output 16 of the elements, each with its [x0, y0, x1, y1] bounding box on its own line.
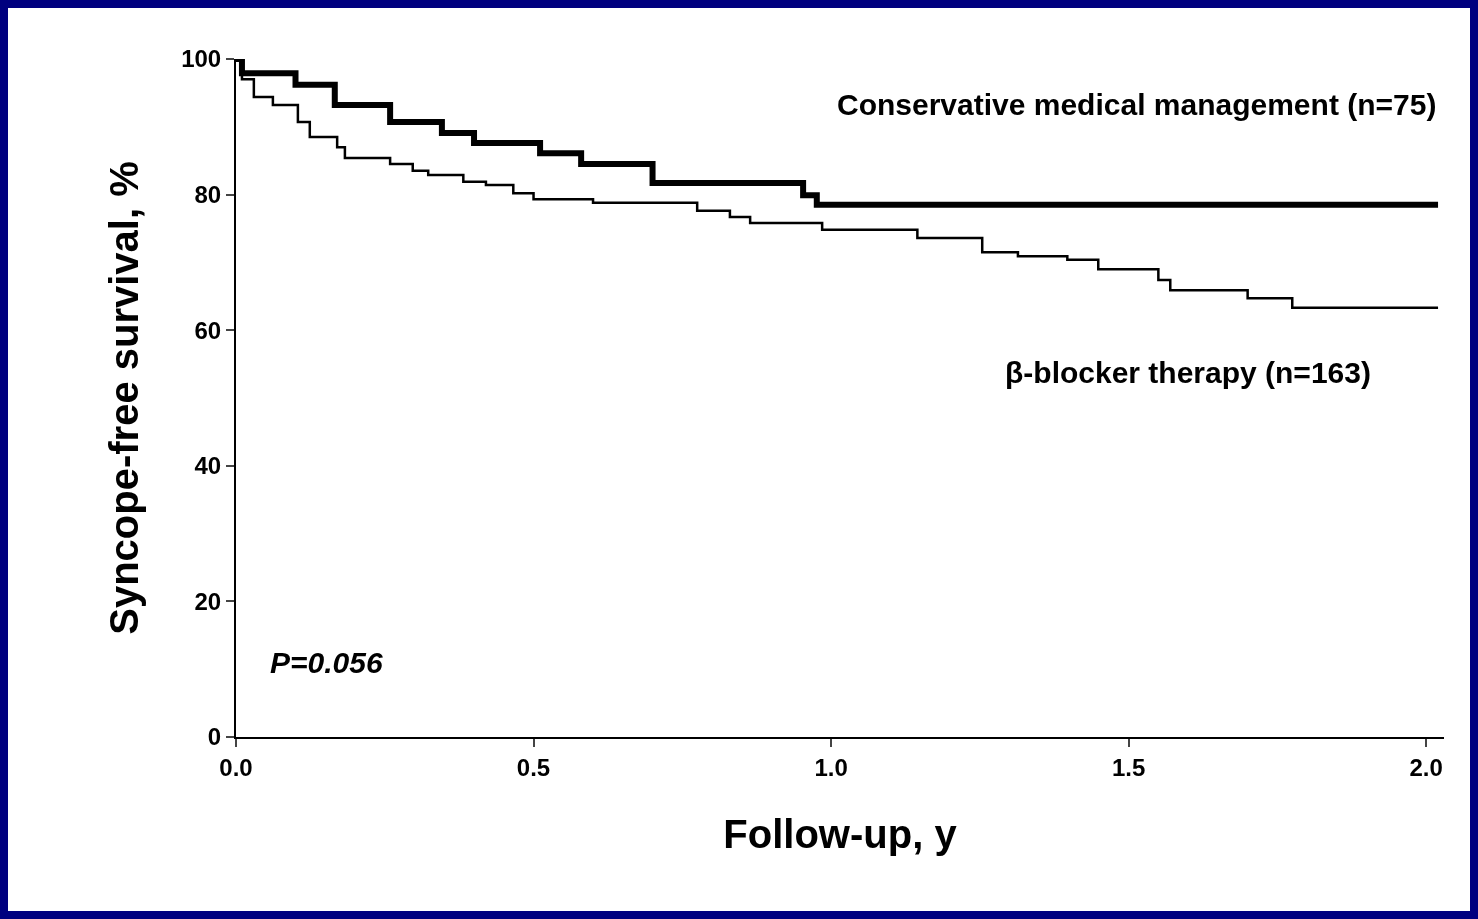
- y-axis-title: Syncope-free survival, %: [102, 161, 147, 635]
- x-tick-label: 2.0: [1409, 753, 1443, 781]
- x-tick-label: 0.5: [516, 753, 551, 781]
- y-tick-label: 100: [181, 45, 222, 73]
- x-tick-label: 1.0: [814, 753, 848, 781]
- text: Conservative medical management (n=75): [837, 88, 1437, 121]
- y-tick-label: 60: [194, 316, 222, 344]
- y-tick-label: 80: [194, 181, 222, 208]
- annotation: P=0.056: [270, 646, 383, 679]
- x-tick-label: 0.0: [219, 753, 253, 781]
- y-tick-label: 0: [207, 723, 222, 751]
- x-tick-label: 1.5: [1111, 753, 1146, 781]
- y-tick-label: 40: [194, 452, 222, 480]
- series-label: β-blocker therapy (n=163): [1005, 356, 1371, 389]
- x-axis-title: Follow-up, y: [723, 811, 958, 856]
- y-tick-label: 20: [194, 587, 222, 615]
